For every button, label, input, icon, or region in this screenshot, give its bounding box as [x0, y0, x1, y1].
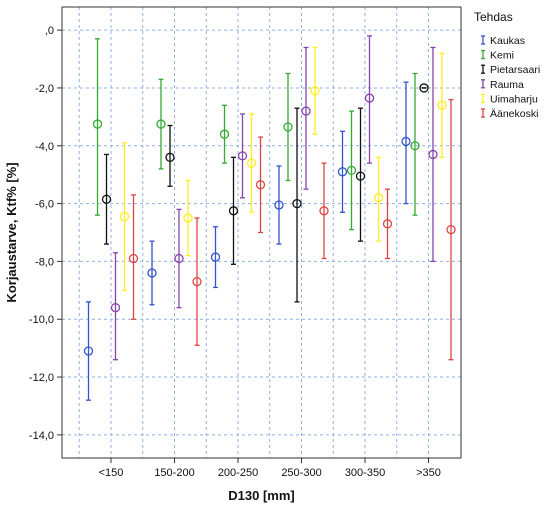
mean-marker	[401, 136, 411, 147]
legend-item: Rauma	[481, 79, 524, 91]
x-tick-label: 150-200	[154, 467, 194, 479]
legend-item: Kemi	[481, 50, 514, 62]
mean-marker	[346, 165, 357, 175]
legend-item: Uimaharju	[481, 93, 538, 105]
series-Pietarsaari	[101, 83, 429, 303]
plot-frame	[61, 6, 462, 459]
mean-marker	[310, 86, 320, 96]
legend-label: Kemi	[490, 50, 514, 62]
legend-label: Äänekoski	[490, 108, 538, 120]
legend: Tehdas Kaukas Kemi Pietarsaari Rauma Uimahar…	[474, 10, 540, 120]
x-tick-label: >350	[416, 467, 441, 479]
mean-marker	[128, 253, 139, 264]
mean-marker	[301, 106, 311, 116]
y-tick-label: -12,0	[29, 372, 54, 384]
y-tick-label: -14,0	[29, 430, 54, 442]
y-tick-labels: ,0 -2,0 -4,0 -6,0 -8,0 -10,0 -12,0 -14,0	[29, 25, 54, 442]
legend-item: Pietarsaari	[481, 64, 540, 76]
mean-marker	[101, 194, 112, 204]
mean-marker	[83, 346, 94, 356]
mean-marker	[183, 213, 193, 223]
legend-label: Uimaharju	[490, 93, 538, 105]
mean-marker	[283, 122, 293, 132]
x-tick-labels: <150 150-200 200-250 250-300 300-350 >350	[99, 467, 441, 479]
mean-marker	[292, 198, 302, 209]
x-tick-label: 200-250	[218, 467, 258, 479]
mean-marker	[364, 93, 375, 103]
series-Kemi	[92, 38, 420, 231]
mean-marker	[174, 253, 184, 264]
mean-marker	[410, 141, 420, 151]
mean-marker	[355, 171, 366, 181]
mean-marker	[165, 152, 175, 162]
legend-label: Rauma	[490, 79, 524, 91]
y-tick-label: -10,0	[29, 314, 54, 326]
mean-marker	[156, 119, 166, 129]
mean-marker	[255, 180, 266, 190]
x-tick-label: 250-300	[281, 467, 321, 479]
y-axis-title: Korjaustarve, Ktf% [%]	[4, 162, 19, 302]
y-tick-label: -6,0	[35, 199, 54, 211]
mean-marker	[419, 83, 429, 93]
y-tick-label: -4,0	[35, 141, 54, 153]
mean-marker	[437, 100, 447, 110]
mean-marker	[147, 268, 157, 278]
x-axis-title: D130 [mm]	[228, 488, 294, 503]
mean-marker	[246, 158, 257, 168]
mean-marker	[319, 206, 329, 216]
mean-marker	[373, 193, 384, 203]
mean-marker	[446, 224, 456, 235]
y-tick-label: ,0	[45, 25, 54, 37]
y-tick-label: -8,0	[35, 256, 54, 268]
mean-marker	[428, 149, 438, 160]
mean-marker	[92, 119, 103, 129]
mean-marker	[337, 167, 348, 177]
x-tick-label: <150	[99, 467, 124, 479]
x-tick-label: 300-350	[345, 467, 385, 479]
mean-marker	[219, 129, 230, 139]
error-bars	[83, 35, 456, 401]
mean-marker	[274, 200, 284, 210]
y-tick-label: -2,0	[35, 83, 54, 95]
legend-label: Pietarsaari	[490, 64, 540, 76]
series-Äänekoski	[128, 98, 456, 361]
legend-item: Äänekoski	[481, 108, 538, 120]
series-Kaukas	[83, 81, 411, 401]
mean-marker	[228, 206, 239, 216]
mean-marker	[192, 276, 202, 287]
mean-marker	[382, 219, 393, 229]
grid-lines	[57, 7, 461, 463]
series-Uimaharju	[119, 46, 447, 291]
legend-title: Tehdas	[474, 10, 513, 24]
legend-label: Kaukas	[490, 35, 525, 47]
mean-marker	[237, 151, 248, 161]
mean-marker	[119, 211, 130, 222]
mean-marker	[110, 303, 121, 313]
legend-item: Kaukas	[481, 35, 525, 47]
mean-marker	[210, 252, 221, 262]
series-Rauma	[110, 35, 438, 361]
